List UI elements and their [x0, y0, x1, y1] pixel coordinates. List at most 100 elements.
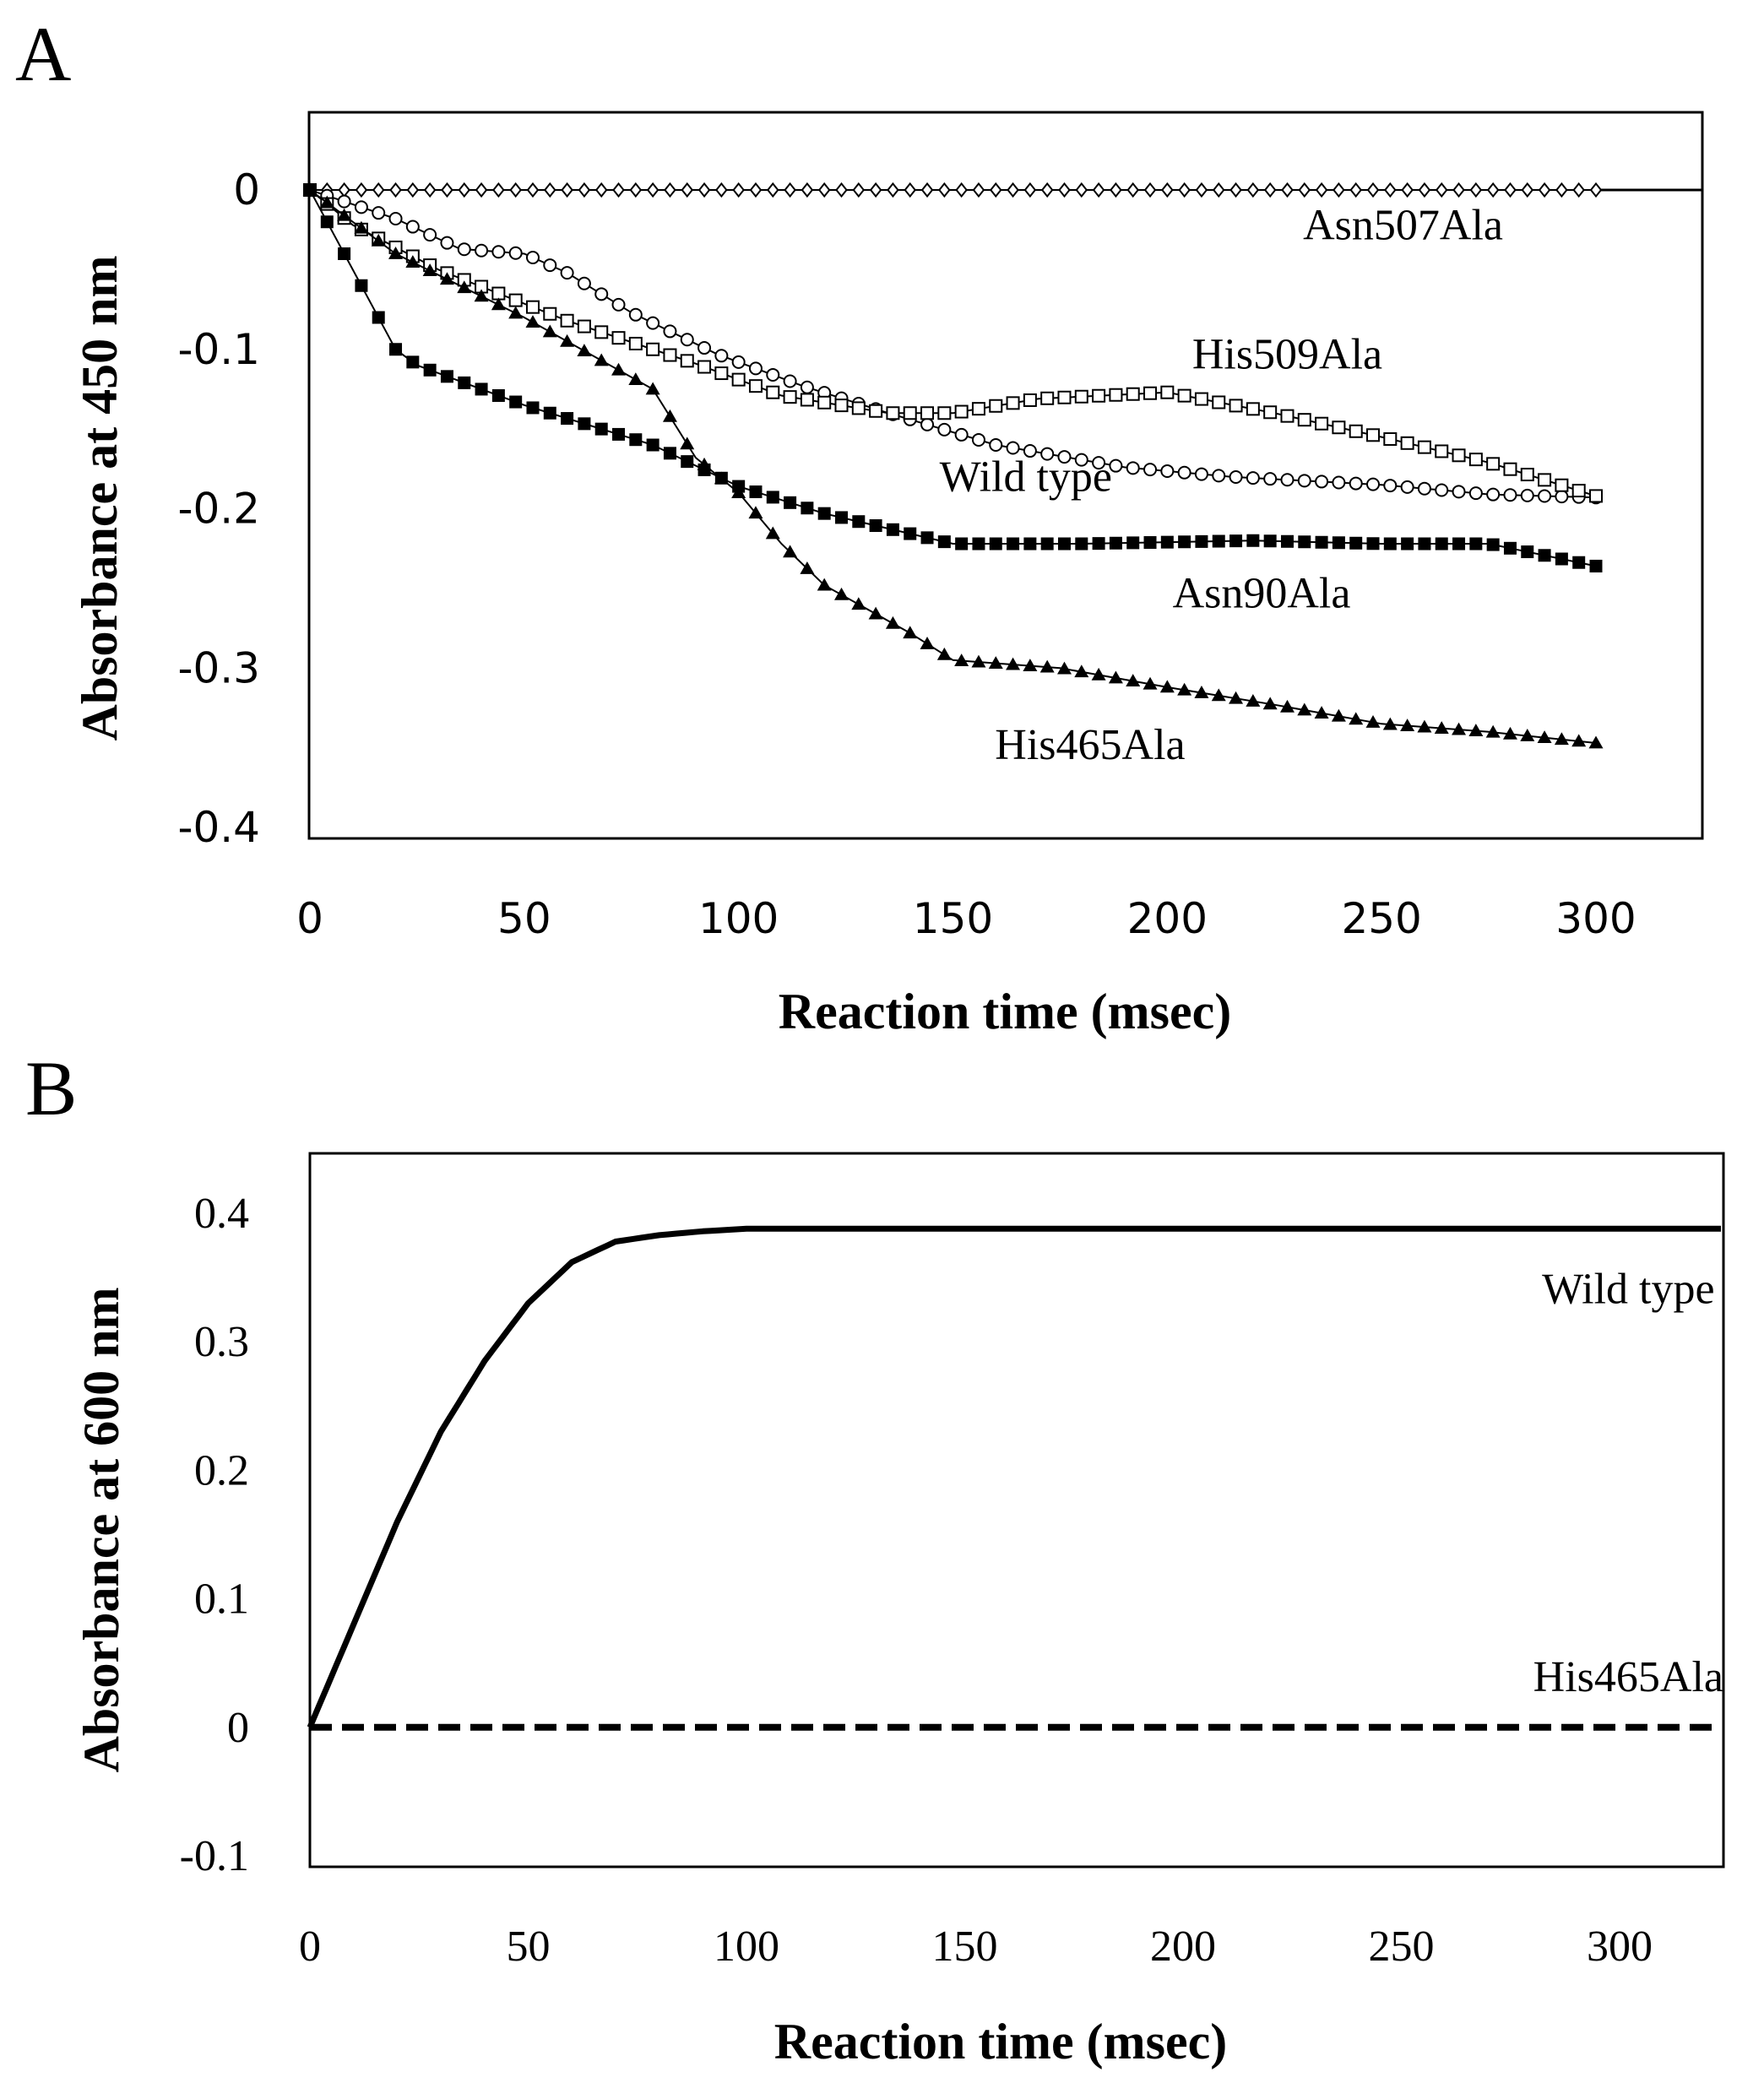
series-label-asn90ala: Asn90Ala: [1173, 570, 1351, 618]
data-point: [372, 206, 386, 220]
data-point: [1435, 537, 1448, 551]
data-point: [748, 379, 763, 393]
series-line: [307, 1225, 1721, 1729]
data-point: [1007, 537, 1020, 551]
data-point: [1435, 444, 1449, 458]
data-point: [1006, 657, 1021, 670]
data-point: [783, 545, 798, 558]
data-point: [1349, 182, 1362, 198]
data-point: [936, 647, 952, 660]
data-point: [1555, 182, 1568, 198]
data-point: [1435, 483, 1449, 497]
panel-b-plot-frame: [308, 1152, 1725, 1868]
data-point: [1503, 462, 1517, 476]
x-tick-label: 100: [714, 1923, 779, 1971]
series-label-his465ala: His465Ala: [995, 721, 1185, 769]
data-point: [423, 363, 437, 377]
y-tick-label: 0.2: [194, 1446, 249, 1494]
data-point: [475, 182, 488, 198]
data-point: [560, 334, 575, 347]
data-point: [852, 515, 866, 529]
data-point: [492, 182, 505, 198]
series-asn507ala: [303, 182, 1702, 198]
data-point: [1177, 388, 1191, 403]
data-point: [354, 220, 369, 234]
data-point: [1486, 538, 1500, 551]
data-point: [1502, 726, 1517, 740]
data-point: [1143, 536, 1157, 550]
data-point: [628, 372, 643, 385]
data-point: [801, 502, 814, 515]
panel-a-series: [302, 182, 1702, 749]
data-point: [886, 523, 899, 536]
data-point: [1417, 440, 1431, 454]
x-tick-label: 300: [1587, 1923, 1653, 1971]
data-point: [1108, 670, 1123, 684]
data-point: [1469, 537, 1483, 551]
x-tick-label: 300: [1555, 894, 1636, 943]
data-point: [715, 182, 728, 198]
data-point: [1486, 487, 1501, 502]
data-point: [544, 182, 556, 198]
panel-b-x-tick-labels: 0 50 100 150 200 250 300: [299, 1923, 1653, 1971]
data-point: [389, 343, 403, 356]
data-point: [1263, 534, 1277, 548]
data-point: [1212, 534, 1225, 548]
data-point: [714, 349, 729, 363]
data-point: [1538, 489, 1552, 503]
data-point: [663, 324, 677, 339]
data-point: [561, 412, 574, 426]
data-point: [1194, 686, 1209, 698]
data-point: [869, 519, 882, 533]
x-tick-label: 200: [1127, 894, 1208, 943]
data-point: [1503, 541, 1517, 555]
data-point: [611, 297, 626, 312]
data-point: [869, 182, 882, 198]
y-tick-label: 0.1: [194, 1576, 249, 1624]
data-point: [337, 194, 351, 209]
data-point: [1056, 661, 1072, 675]
data-point: [955, 182, 968, 198]
data-point: [1521, 182, 1534, 198]
data-point: [372, 311, 385, 324]
data-point: [749, 182, 763, 198]
data-point: [372, 182, 385, 198]
data-point: [406, 182, 420, 198]
data-point: [680, 437, 695, 450]
data-point: [440, 370, 453, 383]
series-label-his509ala: His509Ala: [1192, 330, 1382, 378]
data-point: [1246, 694, 1261, 707]
data-point: [971, 654, 986, 668]
y-tick-label: 0.3: [194, 1318, 249, 1366]
data-point: [1417, 481, 1431, 496]
panel-b-letter: B: [25, 1045, 77, 1131]
data-point: [835, 511, 849, 524]
data-point: [920, 531, 934, 545]
data-point: [457, 242, 471, 257]
data-point: [989, 182, 1002, 198]
data-point: [491, 388, 505, 402]
data-point: [1349, 476, 1363, 491]
data-point: [1400, 719, 1415, 731]
data-point: [594, 422, 608, 436]
data-point: [1555, 552, 1568, 566]
data-point: [681, 455, 694, 469]
data-point: [1469, 182, 1483, 198]
data-point: [457, 280, 472, 294]
data-point: [525, 251, 540, 265]
data-point: [1195, 534, 1208, 548]
data-point: [1040, 537, 1054, 551]
data-point: [1315, 416, 1329, 431]
panel-a-y-axis-title: Absorbance at 450 nm: [72, 255, 128, 740]
data-point: [988, 656, 1003, 669]
series-label-wild-type: Wild type: [940, 453, 1112, 502]
data-point: [1572, 182, 1585, 198]
data-point: [1229, 534, 1243, 548]
data-point: [1177, 465, 1191, 480]
data-point: [817, 395, 832, 409]
y-tick-label: -0.4: [177, 803, 260, 852]
data-point: [371, 233, 386, 247]
data-point: [1452, 485, 1466, 499]
data-point: [1075, 182, 1088, 198]
data-point: [629, 433, 643, 447]
